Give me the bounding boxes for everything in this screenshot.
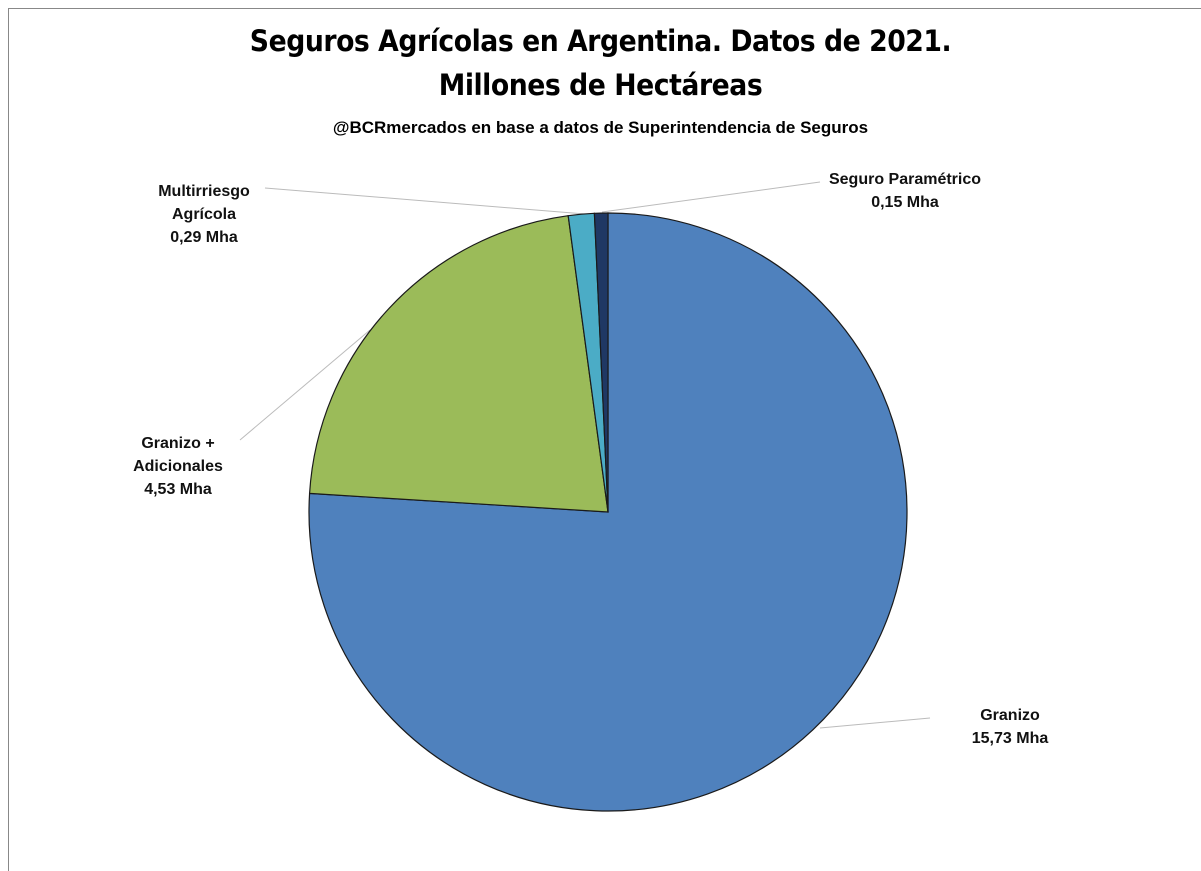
pie-slice	[593, 212, 609, 513]
label-name: Multirriesgo Agrícola	[158, 183, 250, 223]
leader-line	[264, 187, 586, 215]
label-name: Granizo	[980, 707, 1040, 724]
data-label: Granizo + Adicionales 4,53 Mha	[118, 432, 238, 501]
data-label: Seguro Paramétrico 0,15 Mha	[800, 168, 1010, 214]
data-label: Multirriesgo Agrícola 0,29 Mha	[140, 180, 268, 249]
label-value: 0,15 Mha	[871, 194, 939, 211]
chart-title: Seguros Agrícolas en Argentina. Datos de…	[249, 24, 952, 58]
chart-title: Millones de Hectáreas	[438, 68, 763, 102]
leader-line	[819, 717, 931, 729]
label-value: 0,29 Mha	[170, 229, 238, 246]
label-name: Granizo + Adicionales	[133, 435, 223, 475]
label-value: 4,53 Mha	[144, 481, 212, 498]
leader-line	[239, 329, 371, 441]
label-value: 15,73 Mha	[971, 730, 1049, 747]
data-label: Granizo 15,73 Mha	[940, 704, 1080, 750]
label-name: Seguro Paramétrico	[828, 171, 982, 188]
chart-subtitle: @BCRmercados en base a datos de Superint…	[332, 118, 869, 137]
pie-slice	[308, 214, 609, 513]
leader-line	[601, 181, 821, 213]
